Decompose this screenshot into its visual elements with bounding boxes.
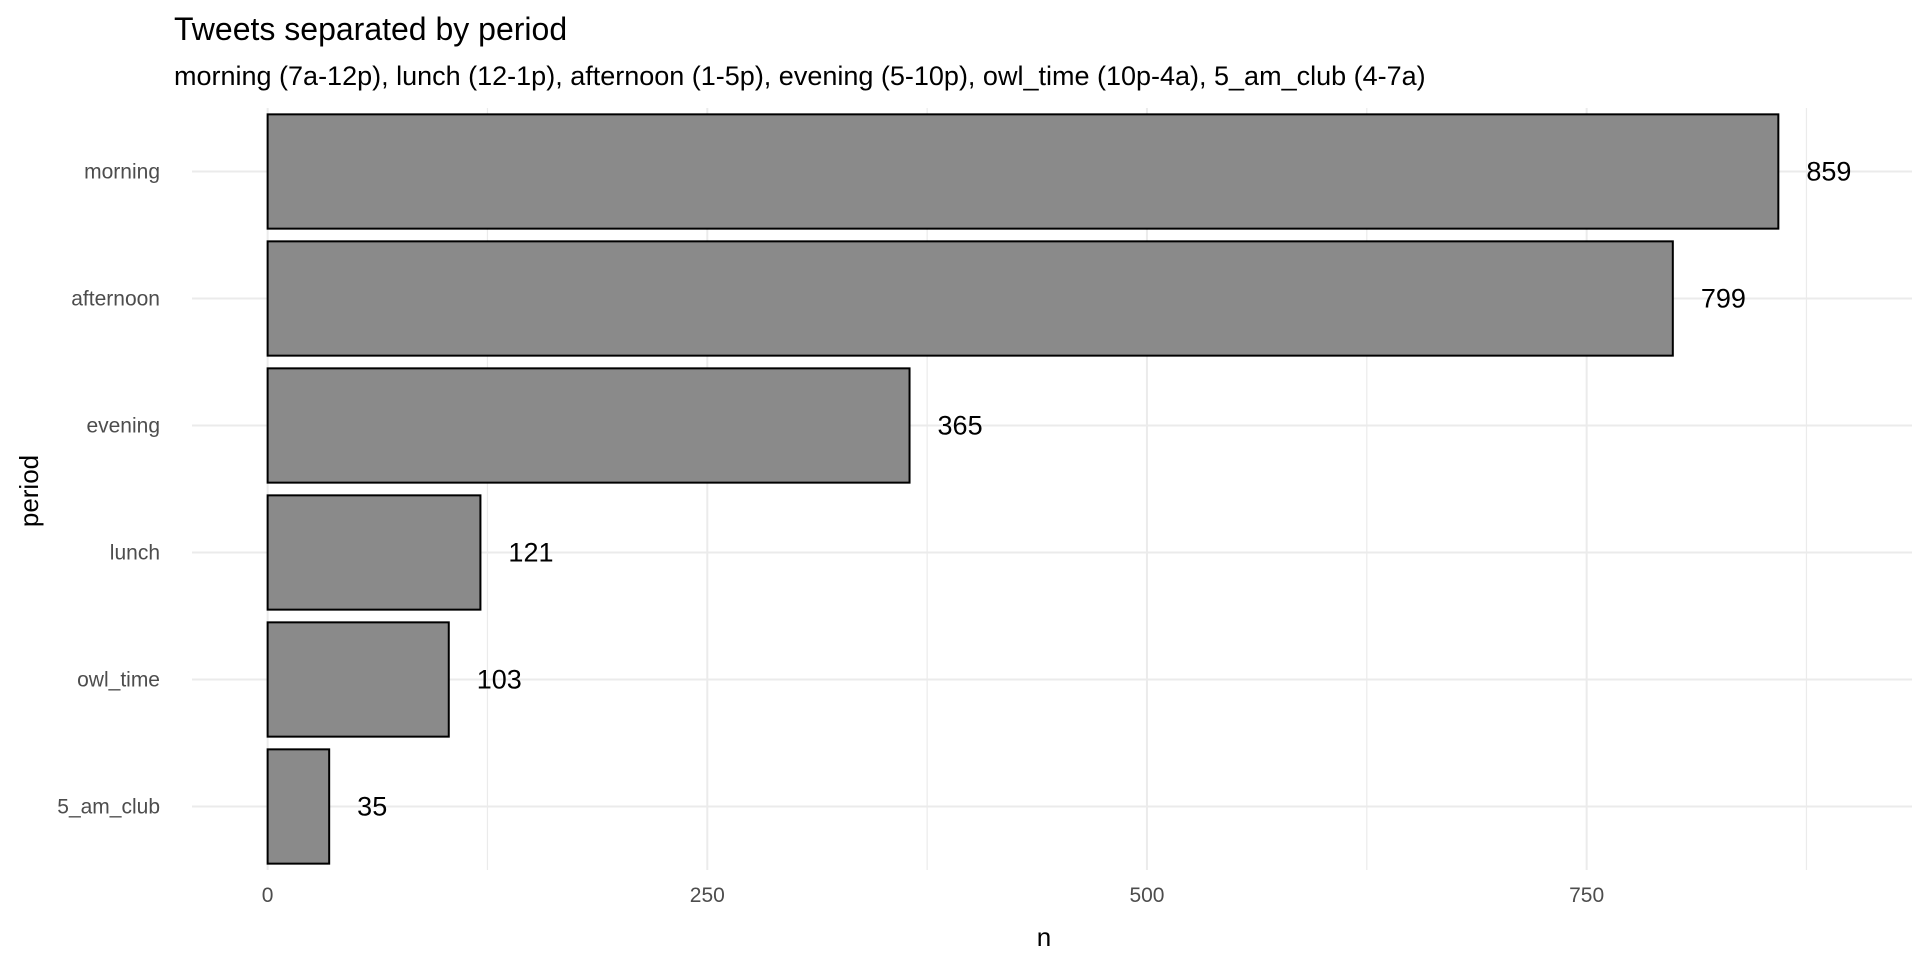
data-label-evening: 365 [938, 411, 983, 441]
bar-lunch [266, 494, 482, 611]
x-axis-tick-labels: 0 250 500 750 [262, 884, 1604, 907]
data-label-owl_time: 103 [477, 665, 522, 695]
bar-owl_time [266, 621, 450, 738]
y-tick-label: 5_am_club [57, 796, 160, 819]
chart-title: Tweets separated by period [174, 11, 567, 47]
x-tick-label: 750 [1569, 884, 1604, 907]
y-tick-label: afternoon [71, 288, 160, 311]
bars [266, 113, 1780, 865]
data-label-morning: 859 [1806, 157, 1851, 187]
data-label-lunch: 121 [508, 538, 553, 568]
data-label-5_am_club: 35 [357, 792, 387, 822]
bar-morning [266, 113, 1780, 230]
y-tick-label: lunch [110, 542, 160, 565]
bar-evening [266, 367, 911, 484]
chart-subtitle: morning (7a-12p), lunch (12-1p), afterno… [174, 61, 1426, 91]
x-tick-label: 500 [1129, 884, 1164, 907]
y-tick-label: owl_time [77, 669, 160, 692]
data-labels: 859 799 365 121 103 35 [357, 157, 1851, 822]
y-tick-label: morning [84, 161, 160, 184]
x-tick-label: 250 [690, 884, 725, 907]
y-axis-title: period [14, 455, 44, 527]
y-tick-label: evening [86, 415, 160, 438]
data-label-afternoon: 799 [1701, 284, 1746, 314]
bar-5_am_club [266, 748, 331, 865]
y-axis-tick-labels: morning afternoon evening lunch owl_time 5_am… [57, 161, 160, 819]
x-axis-title: n [1037, 922, 1051, 952]
bar-afternoon [266, 240, 1674, 357]
x-tick-label: 0 [262, 884, 274, 907]
